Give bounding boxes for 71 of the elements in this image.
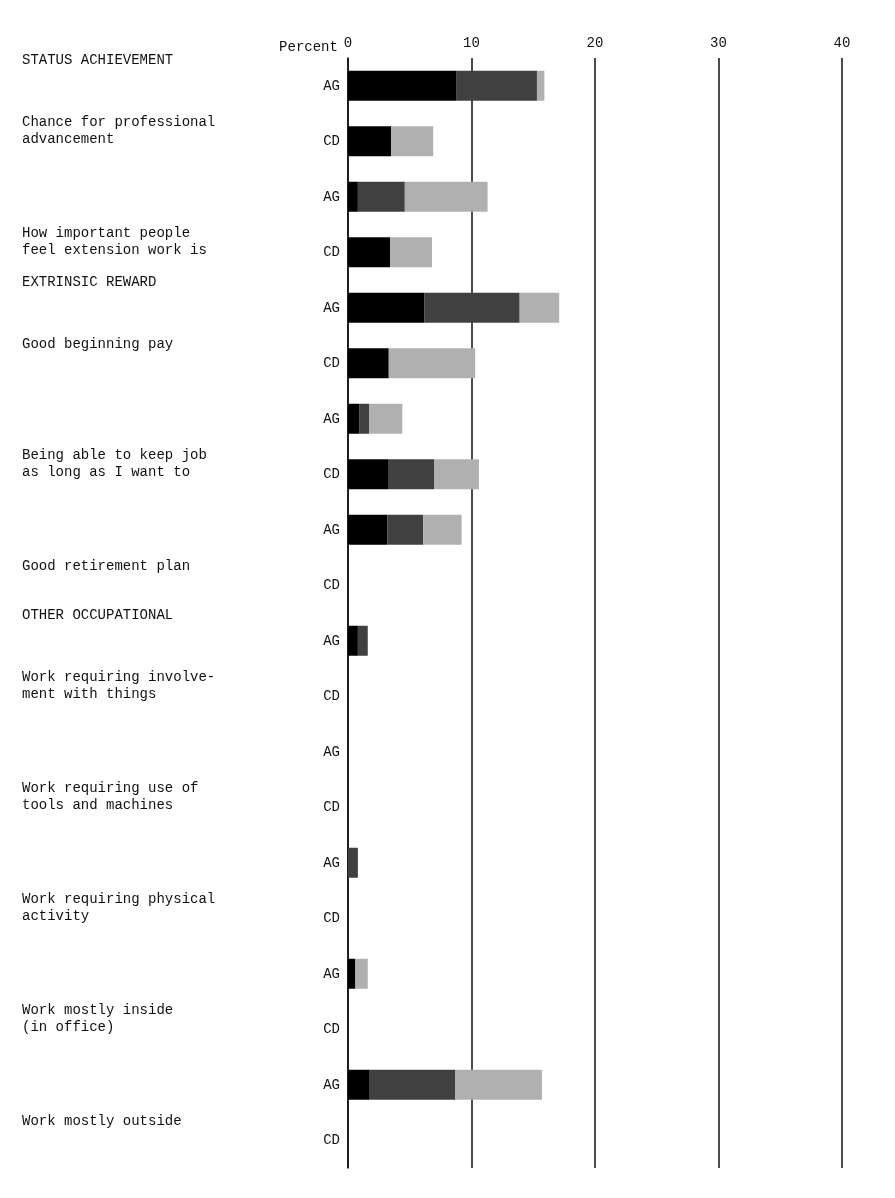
x-tick-label: 20 [586,35,604,51]
bar [348,70,457,101]
bar [348,292,425,323]
text: Being able to keep job as long as I want to [22,447,207,480]
bar [348,625,358,656]
bar [369,403,403,434]
bar [391,126,434,157]
bar [348,847,358,878]
text: Work mostly outside [22,1113,182,1129]
x-tick-label: 30 [710,35,727,51]
y-tick-label: CD [323,799,340,816]
bar [348,348,389,379]
text: Work mostly inside (in office) [22,1002,174,1035]
bar [348,126,392,157]
x-tick-label: 0 [343,35,353,51]
bar [423,514,462,545]
y-tick-label: CD [323,1021,340,1038]
y-tick-label: AG [323,410,340,427]
y-tick-label: AG [323,521,340,538]
text: Good retirement plan [22,558,191,574]
text: EXTRINSIC REWARD [22,273,157,290]
y-tick-label: CD [323,577,340,594]
bar [387,514,424,545]
bar [519,292,560,323]
y-tick-label: CD [323,355,340,372]
bar [388,459,435,490]
text: STATUS ACHIEVEMENT [22,51,174,68]
bar [348,514,388,545]
text: How important people feel extension work is [22,225,207,258]
bar [357,625,368,656]
text: Chance for professional advancement [22,114,216,147]
y-tick-label: CD [323,244,340,261]
bar [456,70,537,101]
bar [348,958,356,989]
y-tick-label: CD [323,133,340,150]
y-tick-label: AG [323,1076,340,1093]
bar [455,1069,542,1100]
y-tick-label: AG [323,77,340,94]
bar [355,958,368,989]
bar [536,70,545,101]
y-tick-label: AG [323,854,340,871]
y-tick-label: CD [323,1132,340,1149]
y-tick-label: AG [323,632,340,649]
bar [369,1069,456,1100]
text: Work requiring use of tools and machines [22,780,199,813]
bar [404,181,488,212]
bar [424,292,520,323]
bar [348,237,390,268]
y-tick-label: AG [323,299,340,316]
bar [389,237,432,268]
text: OTHER OCCUPATIONAL [22,606,174,623]
x-tick-label: 40 [833,35,851,51]
bar [348,459,389,490]
x-axis-title: Percent [279,39,338,55]
bar [434,459,479,490]
bar [359,403,369,434]
bar [348,403,360,434]
text: Good beginning pay [22,336,174,352]
text: Work requiring involve- ment with things [22,669,216,702]
bar [357,181,405,212]
y-tick-label: CD [323,688,340,705]
bar [388,348,476,379]
bar [348,181,358,212]
x-tick-label: 10 [463,35,480,51]
bar [348,1069,369,1100]
y-tick-label: AG [323,188,340,205]
y-tick-label: AG [323,743,340,760]
y-tick-label: AG [323,965,340,982]
y-tick-label: CD [323,910,340,927]
y-tick-label: CD [323,466,340,483]
text: Work requiring physical activity [22,891,216,924]
